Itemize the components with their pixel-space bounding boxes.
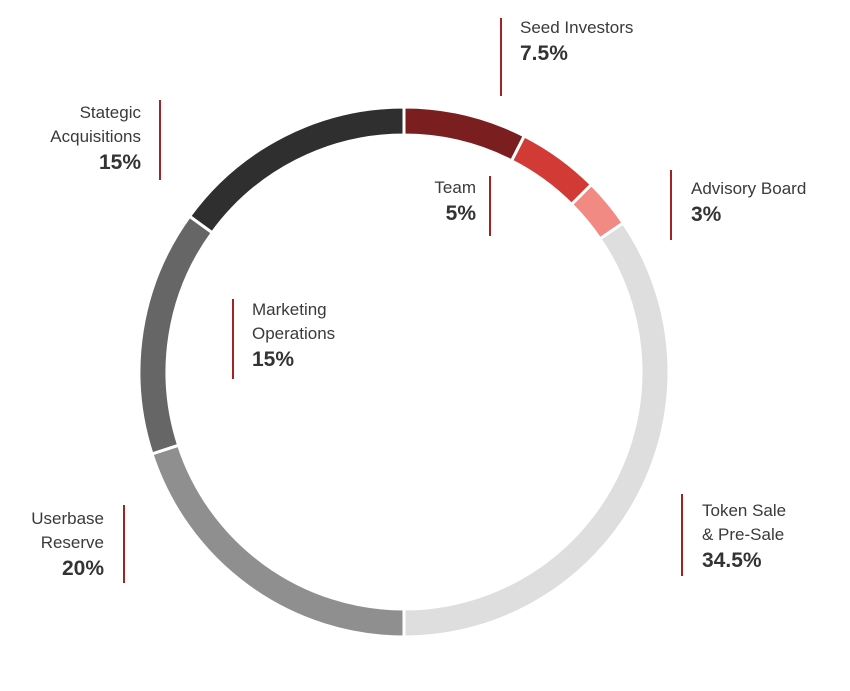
label-stategic-acquisitions: Stategic Acquisitions 15%: [0, 101, 141, 177]
slice-team: [509, 133, 594, 207]
label-seed-investors: Seed Investors 7.5%: [520, 16, 633, 68]
token-sale-divider: [681, 494, 683, 576]
label-advisory-board-value: 3%: [691, 203, 722, 226]
team-divider: [489, 176, 491, 236]
label-token-sale: Token Sale & Pre-Sale 34.5%: [702, 499, 786, 575]
label-marketing-operations-name: Marketing Operations: [252, 300, 336, 343]
label-userbase-reserve-name: Userbase Reserve: [31, 509, 104, 552]
slice-userbase-reserve: [150, 443, 406, 639]
label-token-sale-name: Token Sale & Pre-Sale: [702, 501, 787, 544]
userbase-reserve-divider: [123, 505, 125, 583]
seed-investors-divider: [500, 18, 502, 96]
slice-token-sale-pre-sale: [402, 220, 671, 639]
stategic-acquisitions-divider: [159, 100, 161, 180]
label-token-sale-value: 34.5%: [702, 549, 762, 572]
label-seed-investors-value: 7.5%: [520, 42, 568, 65]
slice-marketing-operations: [137, 214, 215, 456]
label-seed-investors-name: Seed Investors: [520, 18, 634, 37]
marketing-operations-divider: [232, 299, 234, 379]
label-stategic-acquisitions-name: Stategic Acquisitions: [50, 103, 141, 146]
label-userbase-reserve: Userbase Reserve 20%: [0, 507, 104, 583]
label-userbase-reserve-value: 20%: [61, 557, 104, 580]
label-stategic-acquisitions-value: 15%: [98, 151, 141, 174]
donut-slices: [137, 105, 671, 639]
label-advisory-board: Advisory Board 3%: [691, 177, 806, 229]
label-marketing-operations: Marketing Operations 15%: [252, 298, 335, 374]
label-team-name: Team: [434, 178, 476, 197]
label-team: Team 5%: [380, 176, 476, 228]
label-team-value: 5%: [445, 202, 476, 225]
label-advisory-board-name: Advisory Board: [691, 179, 807, 198]
advisory-board-divider: [670, 170, 672, 240]
label-marketing-operations-value: 15%: [252, 348, 295, 371]
slice-seed-investors: [402, 105, 527, 163]
slice-stategic-acquisitions: [187, 105, 406, 235]
